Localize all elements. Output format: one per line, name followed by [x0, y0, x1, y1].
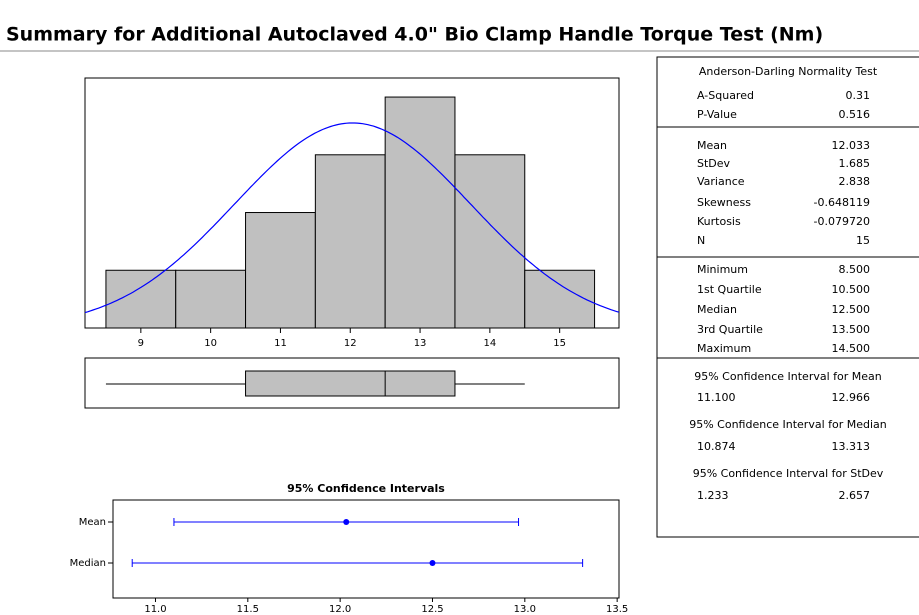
stat-name: Kurtosis	[697, 215, 741, 228]
stat-value: -0.648119	[814, 196, 870, 209]
stat-value: 13.500	[832, 323, 871, 336]
stat-name: Median	[697, 303, 737, 316]
interval-high: 2.657	[839, 489, 871, 502]
section-title: Anderson-Darling Normality Test	[699, 65, 878, 78]
stat-name: A-Squared	[697, 89, 754, 102]
bar	[245, 212, 316, 329]
x-tick-label: 13	[414, 338, 427, 349]
y-tick-label: Mean	[79, 517, 106, 528]
interval-title: 95% Confidence Intervals	[287, 482, 445, 495]
normal-curve	[84, 122, 620, 314]
interval-frame	[112, 499, 620, 599]
x-tick-label: 13.5	[606, 604, 628, 615]
stat-value: 15	[856, 234, 870, 247]
x-tick-label: 12.5	[421, 604, 443, 615]
stat-value: 8.500	[839, 263, 871, 276]
stat-value: 12.033	[832, 139, 871, 152]
x-tick-label: 12.0	[329, 604, 351, 615]
interval-low: 11.100	[697, 391, 736, 404]
x-tick-label: 15	[553, 338, 566, 349]
interval-low: 1.233	[697, 489, 729, 502]
x-tick-label: 12	[344, 338, 357, 349]
interval-high: 12.966	[832, 391, 871, 404]
stat-value: 10.500	[832, 283, 871, 296]
stat-value: 2.838	[839, 175, 871, 188]
point	[343, 519, 350, 525]
point	[429, 560, 436, 566]
box	[245, 370, 456, 397]
stat-name: Maximum	[697, 342, 751, 355]
stat-name: 1st Quartile	[697, 283, 762, 296]
x-tick-label: 11	[274, 338, 287, 349]
x-tick-label: 13.0	[514, 604, 536, 615]
stat-name: Skewness	[697, 196, 751, 209]
bar	[454, 154, 526, 329]
section-title: 95% Confidence Interval for Median	[689, 418, 887, 431]
section-title: 95% Confidence Interval for StDev	[693, 467, 884, 480]
interval-high: 13.313	[832, 440, 871, 453]
stats-table	[656, 56, 919, 538]
x-tick-label: 10	[204, 338, 217, 349]
interval-low: 10.874	[697, 440, 736, 453]
stat-value: 14.500	[832, 342, 871, 355]
stat-name: Mean	[697, 139, 727, 152]
stat-name: N	[697, 234, 705, 247]
stat-value: 0.516	[839, 108, 871, 121]
x-tick-label: 14	[483, 338, 496, 349]
stat-name: P-Value	[697, 108, 737, 121]
stat-name: StDev	[697, 157, 731, 170]
bar	[105, 269, 177, 329]
bar	[175, 269, 247, 329]
x-tick-label: 11.0	[144, 604, 166, 615]
stat-value: -0.079720	[814, 215, 870, 228]
stat-value: 1.685	[839, 157, 871, 170]
stat-name: 3rd Quartile	[697, 323, 763, 336]
page-title: Summary for Additional Autoclaved 4.0" B…	[6, 24, 823, 46]
stat-value: 0.31	[846, 89, 871, 102]
bar	[384, 96, 456, 329]
bar	[524, 269, 596, 329]
y-tick-label: Median	[70, 558, 106, 569]
stat-name: Variance	[697, 175, 745, 188]
stat-name: Minimum	[697, 263, 748, 276]
x-tick-label: 11.5	[237, 604, 259, 615]
stat-value: 12.500	[832, 303, 871, 316]
x-tick-label: 9	[138, 338, 144, 349]
section-title: 95% Confidence Interval for Mean	[694, 370, 882, 383]
bar	[314, 154, 386, 329]
